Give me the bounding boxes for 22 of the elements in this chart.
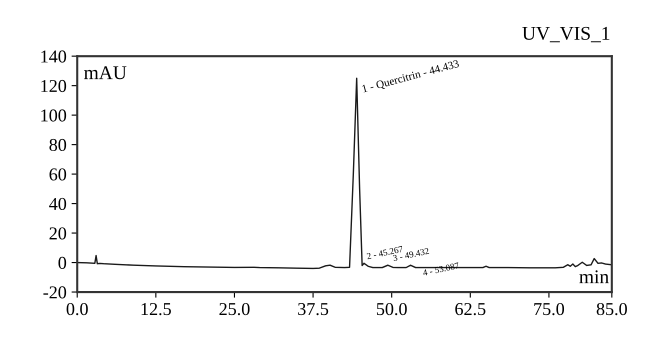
x-axis-title: min <box>579 270 609 284</box>
y-axis-title: mAU <box>84 66 126 80</box>
y-tick-label: 80 <box>49 138 66 152</box>
y-tick-label: -20 <box>43 286 66 298</box>
y-tick-label: 0 <box>58 256 66 269</box>
x-tick-label: 62.5 <box>455 303 486 316</box>
y-tick-label: 100 <box>41 109 66 122</box>
x-tick-label: 37.5 <box>298 303 328 316</box>
y-tick-label: 40 <box>49 198 66 210</box>
x-tick-label: 25.0 <box>219 302 250 316</box>
y-tick-label: 140 <box>41 50 66 63</box>
x-tick-label: 12.5 <box>142 303 171 316</box>
y-tick-label: 20 <box>50 227 66 240</box>
x-tick-label: 85.0 <box>596 302 627 316</box>
y-tick-label: 60 <box>50 168 66 181</box>
x-tick-label: 0.0 <box>66 302 88 316</box>
y-tick-label: 120 <box>41 80 66 92</box>
annotation: 1 - Quercitrin - 44.433 <box>362 60 460 94</box>
x-tick-label: 75.0 <box>534 302 564 316</box>
chart-title: UV_VIS_1 <box>522 26 610 42</box>
x-tick-label: 50.0 <box>376 302 407 316</box>
annotation: 4 - 53.087 <box>422 262 460 276</box>
